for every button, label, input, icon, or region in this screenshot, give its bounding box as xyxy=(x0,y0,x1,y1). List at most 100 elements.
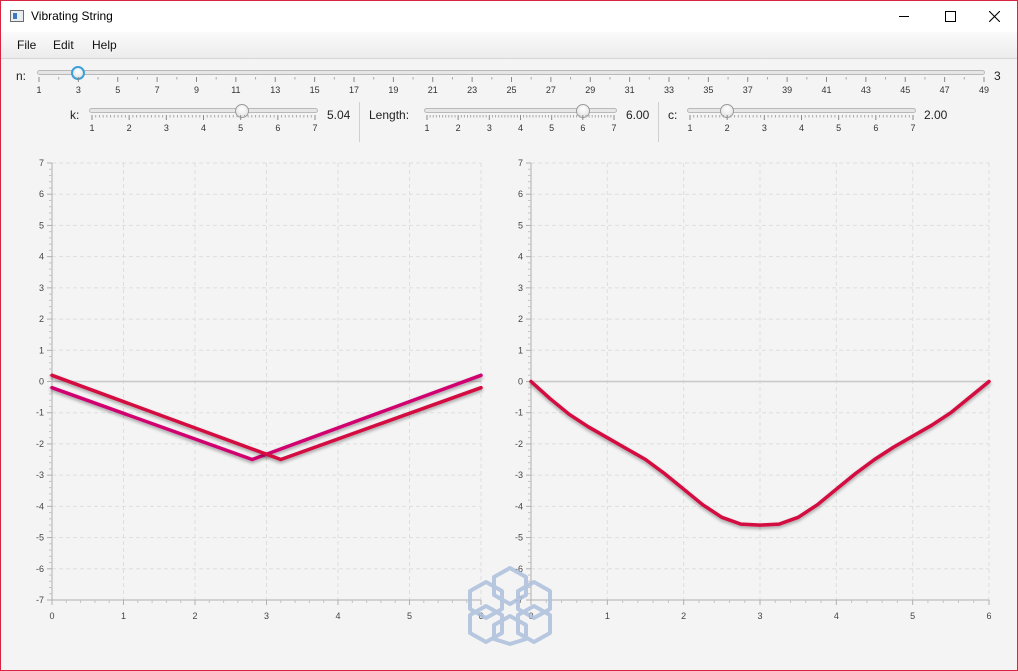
menu-bar: File Edit Help xyxy=(1,32,1017,59)
slider-tick-label: 19 xyxy=(388,85,398,95)
y-tick-label: 2 xyxy=(39,314,44,324)
y-tick-label: -5 xyxy=(515,533,523,543)
slider-tick-label: 3 xyxy=(487,123,492,133)
n-slider-track[interactable] xyxy=(37,70,985,75)
x-tick-label: 4 xyxy=(834,611,839,621)
slider-tick-label: 35 xyxy=(703,85,713,95)
slider-tick-label: 33 xyxy=(664,85,674,95)
y-tick-label: -2 xyxy=(515,439,523,449)
slider-tick-label: 5 xyxy=(115,85,120,95)
length-slider-track[interactable] xyxy=(424,108,617,113)
close-button[interactable] xyxy=(971,1,1017,32)
length-slider-label: Length: xyxy=(369,108,410,122)
y-tick-label: 1 xyxy=(39,345,44,355)
y-tick-label: -3 xyxy=(515,470,523,480)
y-tick-label: 7 xyxy=(39,158,44,168)
slider-tick-label: 31 xyxy=(625,85,635,95)
menu-file[interactable]: File xyxy=(17,38,37,52)
y-tick-label: -7 xyxy=(36,595,44,605)
x-tick-label: 3 xyxy=(757,611,762,621)
y-tick-label: 0 xyxy=(518,377,523,387)
title-bar[interactable]: Vibrating String xyxy=(1,1,1017,32)
slider-tick-label: 49 xyxy=(979,85,989,95)
slider-tick-label: 1 xyxy=(424,123,429,133)
separator xyxy=(658,102,659,142)
y-tick-label: 6 xyxy=(39,189,44,199)
slider-tick-label: 37 xyxy=(743,85,753,95)
slider-tick-label: 1 xyxy=(89,123,94,133)
slider-tick-label: 2 xyxy=(725,123,730,133)
slider-tick-label: 45 xyxy=(900,85,910,95)
y-tick-label: -1 xyxy=(36,408,44,418)
slider-tick-label: 7 xyxy=(611,123,616,133)
y-tick-label: -3 xyxy=(36,470,44,480)
x-tick-label: 1 xyxy=(605,611,610,621)
y-tick-label: 6 xyxy=(518,189,523,199)
slider-tick-label: 47 xyxy=(940,85,950,95)
string-series-line xyxy=(50,373,483,462)
x-tick-label: 2 xyxy=(681,611,686,621)
slider-tick-label: 23 xyxy=(467,85,477,95)
slider-tick-label: 5 xyxy=(836,123,841,133)
slider-tick-label: 9 xyxy=(194,85,199,95)
slider-tick-label: 3 xyxy=(164,123,169,133)
menu-edit[interactable]: Edit xyxy=(53,38,74,52)
c-value: 2.00 xyxy=(924,108,948,122)
slider-tick-label: 5 xyxy=(238,123,243,133)
k-value: 5.04 xyxy=(327,108,351,122)
y-tick-label: -4 xyxy=(515,501,523,511)
x-tick-label: 1 xyxy=(121,611,126,621)
app-icon xyxy=(10,10,24,22)
y-tick-label: -6 xyxy=(515,564,523,574)
maximize-button[interactable] xyxy=(927,1,973,32)
slider-tick-label: 2 xyxy=(127,123,132,133)
y-tick-label: -2 xyxy=(36,439,44,449)
minimize-button[interactable] xyxy=(881,1,927,32)
slider-tick-label: 25 xyxy=(506,85,516,95)
k-slider-track[interactable] xyxy=(89,108,318,113)
length-slider-ticks: 1 2 3 4 5 6 7 xyxy=(424,115,617,133)
slider-tick-label: 29 xyxy=(585,85,595,95)
string-series-line xyxy=(50,373,483,462)
slider-tick-label: 41 xyxy=(821,85,831,95)
y-tick-label: 5 xyxy=(518,220,523,230)
slider-tick-label: 4 xyxy=(201,123,206,133)
slider-tick-label: 4 xyxy=(799,123,804,133)
menu-help[interactable]: Help xyxy=(92,38,117,52)
k-slider-thumb[interactable] xyxy=(235,104,250,118)
length-value: 6.00 xyxy=(626,108,650,122)
y-tick-label: 0 xyxy=(39,377,44,387)
slider-tick-label: 17 xyxy=(349,85,359,95)
slider-tick-label: 2 xyxy=(456,123,461,133)
slider-tick-label: 1 xyxy=(36,85,41,95)
y-tick-label: -1 xyxy=(515,408,523,418)
grid xyxy=(530,162,990,601)
k-slider-ticks: 1 2 3 4 5 6 7 xyxy=(89,115,318,133)
y-tick-label: 2 xyxy=(518,314,523,324)
slider-tick-label: 7 xyxy=(312,123,317,133)
n-slider-label: n: xyxy=(16,69,27,83)
slider-tick-label: 1 xyxy=(687,123,692,133)
x-tick-label: 5 xyxy=(407,611,412,621)
string-series-line xyxy=(529,379,991,527)
y-tick-label: -5 xyxy=(36,533,44,543)
slider-tick-label: 6 xyxy=(873,123,878,133)
slider-tick-label: 5 xyxy=(549,123,554,133)
y-tick-label: 3 xyxy=(39,283,44,293)
y-tick-label: 1 xyxy=(518,345,523,355)
slider-tick-label: 43 xyxy=(861,85,871,95)
y-tick-label: 4 xyxy=(39,252,44,262)
slider-tick-label: 4 xyxy=(518,123,523,133)
slider-tick-label: 11 xyxy=(231,85,240,95)
x-tick-label: 2 xyxy=(192,611,197,621)
y-tick-label: -6 xyxy=(36,564,44,574)
slider-tick-label: 7 xyxy=(910,123,915,133)
x-tick-label: 6 xyxy=(986,611,991,621)
c-slider-track[interactable] xyxy=(687,108,916,113)
slider-tick-label: 39 xyxy=(782,85,792,95)
slider-tick-label: 21 xyxy=(428,85,438,95)
x-tick-label: 4 xyxy=(335,611,340,621)
x-tick-label: 3 xyxy=(264,611,269,621)
